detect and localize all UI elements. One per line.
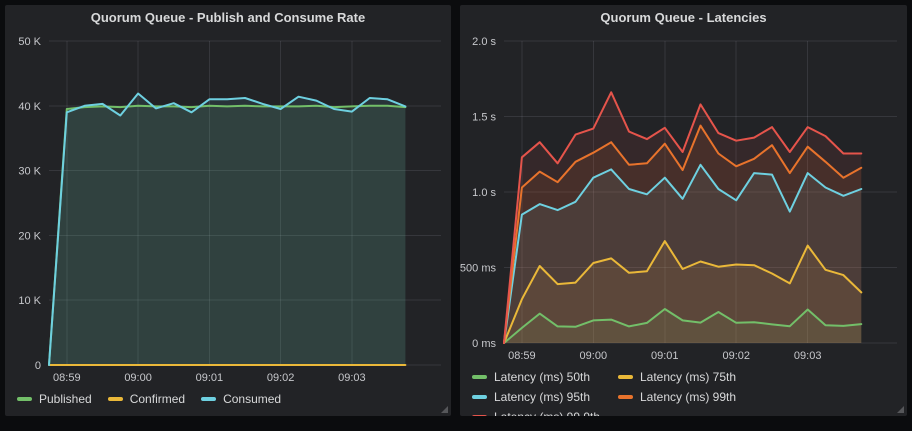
legend-swatch (201, 397, 217, 401)
x-tick-label: 09:03 (794, 350, 822, 362)
legend-item-confirmed[interactable]: Confirmed (107, 389, 186, 409)
legend-label: Latency (ms) 99th (640, 390, 737, 404)
series-line-consumed (48, 92, 407, 366)
legend-label: Published (39, 392, 92, 406)
legend-label: Latency (ms) 95th (494, 390, 591, 404)
y-tick-label: 20 K (18, 230, 41, 242)
legend-label: Latency (ms) 99.9th (494, 410, 600, 416)
legend-item-published[interactable]: Published (17, 389, 92, 409)
legend-swatch (618, 375, 633, 379)
series-area-latency-ms-95th (504, 164, 862, 343)
legend-swatch (472, 375, 487, 379)
series-line-latency-ms-75th (503, 240, 863, 344)
y-tick-label: 10 K (18, 295, 41, 307)
dashboard: Quorum Queue - Publish and Consume Rate … (5, 5, 907, 416)
legend-swatch (618, 395, 633, 399)
legend-item-consumed[interactable]: Consumed (201, 389, 281, 409)
legend-label: Latency (ms) 75th (640, 370, 737, 384)
series-line-latency-ms-99th (503, 124, 863, 344)
panel-publish-consume-rate: Quorum Queue - Publish and Consume Rate … (5, 5, 451, 416)
panel-title-publish-consume-rate[interactable]: Quorum Queue - Publish and Consume Rate (90, 10, 366, 25)
panel-title-latencies[interactable]: Quorum Queue - Latencies (600, 10, 767, 25)
legend-item-latency-ms-75th[interactable]: Latency (ms) 75th (618, 367, 758, 387)
series-line-latency-ms-95th (503, 163, 863, 344)
y-tick-label: 30 K (18, 166, 41, 178)
series-line-latency-ms-50th (503, 308, 863, 344)
legend-label: Latency (ms) 50th (494, 370, 591, 384)
latencies-chart[interactable]: 2.0 s 1.5 s 1.0 s 500 ms 0 ms 08:59 09:00 09:01… (460, 31, 907, 365)
y-tick-label: 500 ms (460, 263, 496, 275)
series-area-latency-ms-99th (504, 125, 862, 343)
y-tick-label: 1.5 s (472, 112, 496, 124)
panel-resize-handle[interactable] (897, 406, 904, 413)
series-area-consumed (49, 93, 406, 365)
legend-latencies: Latency (ms) 50th Latency (ms) 75th Latenc… (460, 365, 907, 416)
x-tick-label: 09:02 (722, 350, 750, 362)
legend-label: Consumed (223, 392, 282, 406)
x-tick-label: 09:00 (124, 372, 152, 384)
legend-label: Confirmed (129, 392, 186, 406)
legend-swatch (472, 395, 487, 399)
legend-item-latency-ms-50th[interactable]: Latency (ms) 50th (472, 367, 612, 387)
x-tick-label: 09:03 (338, 372, 366, 384)
legend-item-latency-ms-99th[interactable]: Latency (ms) 99th (618, 387, 758, 407)
x-tick-label: 09:01 (651, 350, 679, 362)
y-tick-label: 50 K (18, 36, 41, 48)
series-area-latency-ms-99-9th (504, 92, 862, 343)
x-tick-label: 08:59 (508, 350, 536, 362)
legend-swatch (17, 397, 32, 401)
publish-consume-chart[interactable]: 50 K 40 K 30 K 20 K 10 K 0 08:59 09:00 09:01 09:0… (5, 31, 451, 387)
legend-swatch (472, 415, 487, 416)
legend-item-latency-ms-95th[interactable]: Latency (ms) 95th (472, 387, 612, 407)
series-area-published (49, 105, 406, 366)
x-tick-label: 09:02 (267, 372, 295, 384)
panel-latencies: Quorum Queue - Latencies 2.0 s 1.5 s 1.0 s… (460, 5, 907, 416)
panel-resize-handle[interactable] (441, 406, 448, 413)
series-line-latency-ms-99-9th (503, 91, 863, 344)
y-tick-label: 1.0 s (472, 187, 496, 199)
y-tick-label: 0 (35, 360, 41, 372)
legend-item-latency-ms-99-9th[interactable]: Latency (ms) 99.9th (472, 407, 612, 416)
x-tick-label: 09:00 (580, 350, 608, 362)
y-tick-label: 0 ms (472, 338, 496, 350)
legend-swatch (107, 397, 123, 401)
y-tick-label: 2.0 s (472, 36, 496, 48)
series-area-latency-ms-50th (504, 309, 862, 343)
series-area-latency-ms-75th (504, 241, 862, 343)
y-tick-label: 40 K (18, 101, 41, 113)
legend-publish-consume: Published Confirmed Consumed (5, 387, 451, 409)
x-tick-label: 09:01 (196, 372, 224, 384)
x-tick-label: 08:59 (53, 372, 81, 384)
